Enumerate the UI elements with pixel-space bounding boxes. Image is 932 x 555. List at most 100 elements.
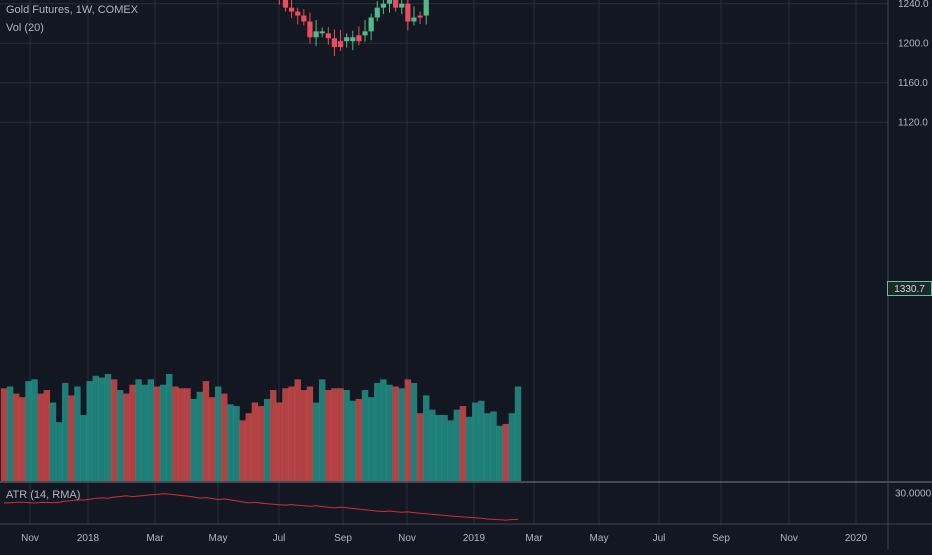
- candle-body: [386, 0, 393, 4]
- volume-bar: [361, 390, 369, 481]
- candle-body: [325, 33, 331, 39]
- candle-body: [399, 3, 405, 8]
- time-tick-label: Nov: [21, 533, 39, 544]
- time-tick-label: 2019: [463, 533, 486, 544]
- time-tick-label: May: [590, 533, 609, 544]
- volume-bar: [86, 381, 93, 481]
- volume-bar: [6, 386, 14, 481]
- volume-bar: [490, 411, 497, 481]
- volume-bar: [202, 381, 210, 481]
- time-tick-label: Jul: [273, 533, 286, 544]
- volume-bar: [398, 388, 405, 481]
- volume-bar: [13, 393, 20, 481]
- volume-bar: [208, 397, 216, 481]
- volume-bar: [31, 379, 38, 481]
- candle-body: [313, 31, 319, 38]
- volume-bar: [294, 379, 301, 481]
- volume-bar: [465, 416, 473, 481]
- candle: [405, 0, 411, 31]
- volume-bar: [214, 386, 222, 481]
- candle-body: [423, 0, 429, 16]
- atr-tick-label: 30.0000: [895, 489, 932, 500]
- price-tick-label: 1160.0: [898, 78, 928, 89]
- candle: [411, 6, 417, 26]
- candle-body: [417, 15, 423, 18]
- candle-body: [350, 37, 356, 42]
- volume-bar: [257, 406, 265, 481]
- volume-bar: [270, 390, 277, 481]
- candle: [368, 13, 374, 41]
- volume-bar: [325, 390, 332, 481]
- volume-bar: [110, 379, 118, 481]
- volume-bar: [49, 402, 57, 481]
- candle: [380, 0, 386, 15]
- candle: [417, 11, 423, 24]
- candle-body: [380, 3, 386, 8]
- candles: [278, 0, 429, 57]
- price-tick-label: 1240.0: [898, 0, 929, 10]
- candle-body: [282, 0, 289, 8]
- volume-bar: [98, 377, 106, 481]
- volume-bar: [233, 406, 240, 481]
- volume-bar: [306, 386, 314, 481]
- volume-bar: [239, 420, 246, 481]
- volume-bar: [514, 386, 522, 481]
- atr-pane: [3, 493, 519, 521]
- volume-bar: [447, 420, 454, 481]
- volume-bar: [123, 393, 130, 481]
- volume-bar: [129, 384, 136, 481]
- candle: [362, 19, 368, 42]
- volume-bar: [178, 388, 185, 481]
- volume-bar: [172, 386, 179, 481]
- volume-bar: [282, 388, 289, 481]
- candle: [307, 12, 313, 44]
- candle-body: [307, 21, 313, 38]
- candle: [331, 29, 338, 57]
- candle: [319, 27, 325, 38]
- price-tick-label: 1120.0: [898, 118, 928, 129]
- volume-bar: [74, 386, 81, 481]
- volume-bar: [484, 413, 491, 481]
- volume-bar: [300, 390, 308, 481]
- volume-bar: [502, 423, 509, 481]
- candle-body: [356, 35, 362, 42]
- volume-bar: [331, 388, 338, 481]
- candle: [325, 26, 331, 45]
- volume-legend: Vol (20): [6, 22, 44, 34]
- time-tick-label: May: [209, 533, 228, 544]
- volume-bar: [196, 391, 204, 481]
- volume-bar: [459, 406, 467, 481]
- volume-bar: [349, 400, 356, 481]
- volume-bar: [19, 397, 26, 481]
- candle-body: [393, 0, 399, 8]
- candle: [399, 0, 405, 15]
- volume-bar: [159, 384, 167, 481]
- volume-bar: [135, 379, 142, 481]
- candle: [282, 0, 289, 12]
- volume-bar: [355, 398, 363, 481]
- time-tick-label: Mar: [525, 533, 543, 544]
- volume-bar: [92, 375, 99, 481]
- volume-bar: [318, 379, 326, 481]
- candle-body: [331, 38, 338, 48]
- atr-line: [3, 493, 519, 521]
- volume-bar: [441, 415, 448, 481]
- volume-bar: [25, 381, 32, 481]
- time-tick-label: Sep: [334, 533, 352, 544]
- volume-bar: [141, 384, 148, 481]
- volume-bar: [380, 379, 387, 481]
- volume-bar: [416, 413, 424, 481]
- volume-bar: [147, 379, 155, 481]
- time-tick-label: Nov: [398, 533, 416, 544]
- candle-body: [368, 17, 374, 32]
- volume-bars: [0, 374, 522, 481]
- candle-body: [337, 41, 344, 48]
- volume-bar: [276, 402, 283, 481]
- time-tick-label: Sep: [712, 533, 730, 544]
- candle-body: [295, 11, 301, 16]
- time-tick-label: 2020: [845, 533, 868, 544]
- time-tick-label: Jul: [653, 533, 666, 544]
